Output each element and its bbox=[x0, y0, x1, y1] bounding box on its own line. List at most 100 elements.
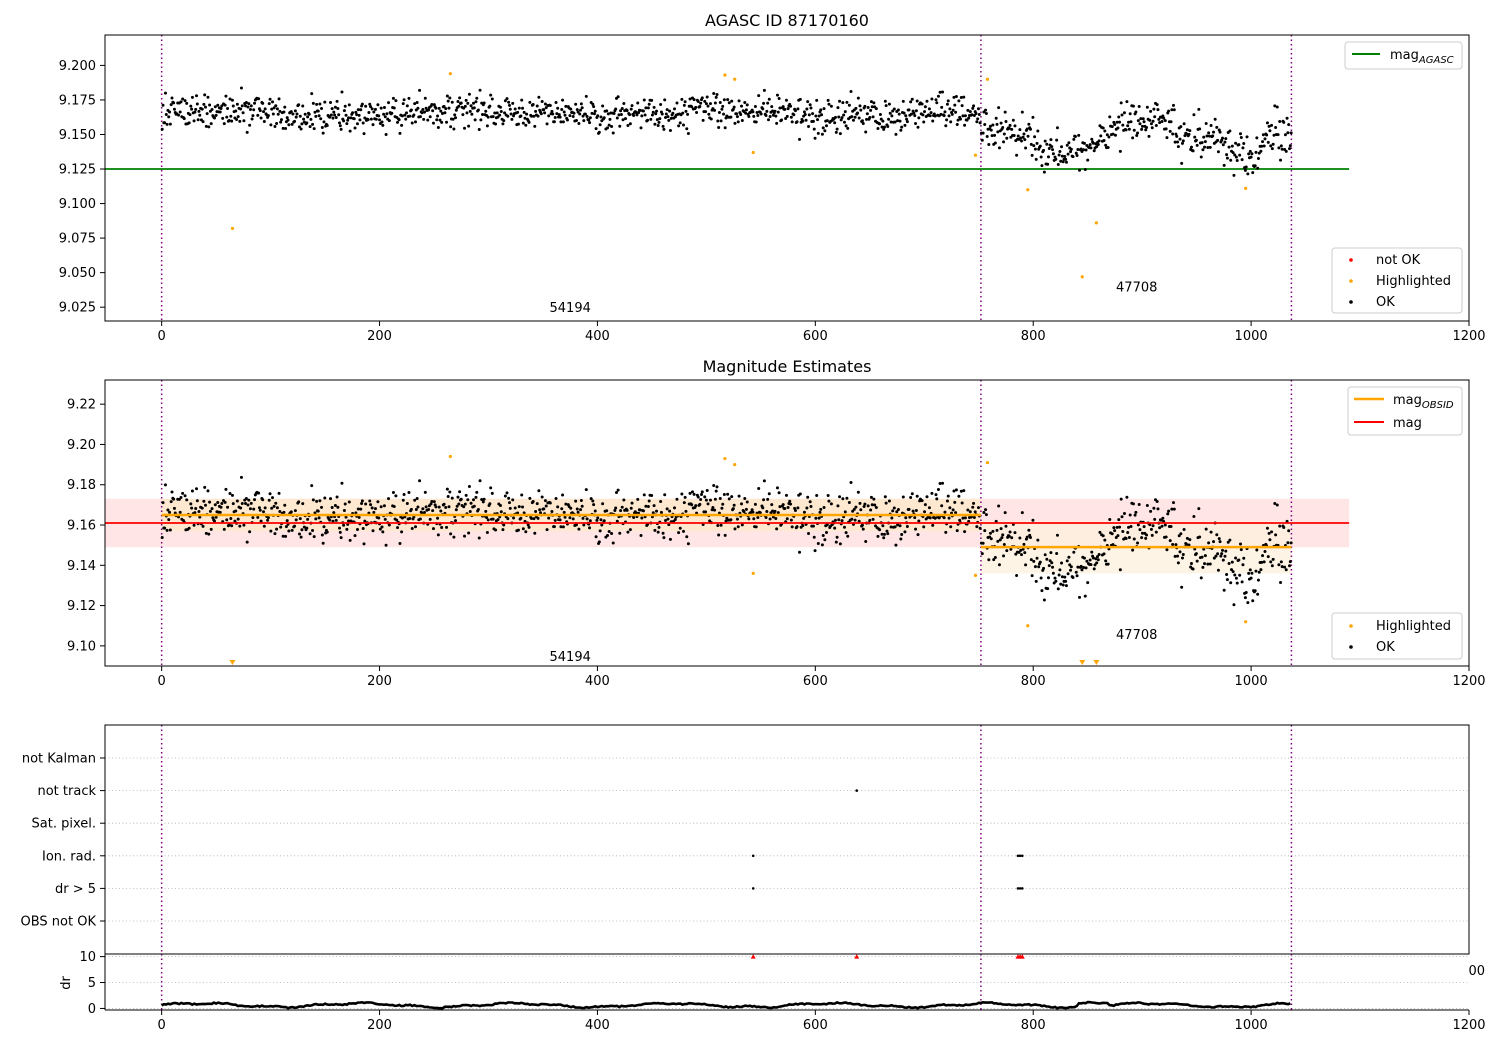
ok-point bbox=[675, 101, 679, 105]
ok-point bbox=[1076, 565, 1080, 569]
ok-point bbox=[284, 534, 288, 538]
ok-point bbox=[900, 532, 904, 536]
ok-point bbox=[930, 97, 934, 101]
ok-point bbox=[298, 114, 302, 118]
ok-point bbox=[860, 119, 864, 123]
ok-point bbox=[729, 115, 733, 119]
ok-point bbox=[1092, 567, 1096, 571]
ok-point bbox=[1140, 124, 1144, 128]
ok-point bbox=[436, 114, 440, 118]
ok-point bbox=[1228, 538, 1232, 542]
ok-point bbox=[355, 113, 359, 117]
ok-point bbox=[1195, 559, 1199, 563]
ok-point bbox=[863, 502, 867, 506]
ok-point bbox=[458, 96, 462, 100]
ok-point bbox=[664, 518, 668, 522]
ok-point bbox=[806, 495, 810, 499]
ok-point bbox=[1267, 124, 1271, 128]
ok-point bbox=[1022, 542, 1026, 546]
ok-point bbox=[1013, 531, 1017, 535]
ok-point bbox=[1026, 134, 1030, 138]
ok-point bbox=[656, 530, 660, 534]
ok-point bbox=[795, 120, 799, 124]
offscale-marker bbox=[229, 660, 236, 665]
ok-point bbox=[879, 117, 883, 121]
ok-point bbox=[409, 108, 413, 112]
ok-point bbox=[290, 528, 294, 532]
ok-point bbox=[1152, 506, 1156, 510]
ok-point bbox=[1191, 149, 1195, 153]
ok-point bbox=[564, 502, 568, 506]
ok-point bbox=[485, 516, 489, 520]
ok-point bbox=[1289, 541, 1293, 545]
ok-point bbox=[1265, 121, 1269, 125]
ok-point bbox=[972, 104, 976, 108]
ok-point bbox=[310, 484, 314, 488]
ok-point bbox=[819, 108, 823, 112]
ok-point bbox=[1209, 124, 1213, 128]
ok-point bbox=[1268, 538, 1272, 542]
ok-point bbox=[755, 111, 759, 115]
ok-point bbox=[491, 115, 495, 119]
ok-point bbox=[905, 120, 909, 124]
ok-point bbox=[1217, 537, 1221, 541]
ok-point bbox=[869, 495, 873, 499]
ok-point bbox=[354, 511, 358, 515]
obsid-label-54194: 54194 bbox=[550, 301, 591, 316]
ok-point bbox=[220, 501, 224, 505]
ok-point bbox=[891, 109, 895, 113]
ok-point bbox=[394, 494, 398, 498]
ok-point bbox=[954, 110, 958, 114]
ok-point bbox=[1064, 584, 1068, 588]
ok-point bbox=[323, 496, 327, 500]
ok-point bbox=[538, 508, 542, 512]
ok-point bbox=[1088, 558, 1092, 562]
ok-point bbox=[501, 122, 505, 126]
ok-point bbox=[840, 116, 844, 120]
ok-point bbox=[655, 118, 659, 122]
ok-point bbox=[978, 526, 982, 530]
ok-point bbox=[361, 527, 365, 531]
ok-point bbox=[1173, 554, 1177, 558]
obsid-label-47708: 47708 bbox=[1116, 280, 1157, 295]
ok-point bbox=[973, 510, 977, 514]
ok-point bbox=[1066, 572, 1070, 576]
ok-point bbox=[189, 104, 193, 108]
ok-point bbox=[1156, 507, 1160, 511]
ok-point bbox=[1136, 541, 1140, 545]
ok-point bbox=[818, 510, 822, 514]
ok-point bbox=[874, 506, 878, 510]
ok-point bbox=[1211, 134, 1215, 138]
ok-point bbox=[322, 120, 326, 124]
ok-point bbox=[404, 117, 408, 121]
ok-point bbox=[408, 114, 412, 118]
ok-point bbox=[972, 113, 976, 117]
ok-point bbox=[1259, 149, 1263, 153]
y-tick-label: 9.050 bbox=[59, 266, 96, 281]
ok-point bbox=[731, 107, 735, 111]
ok-point bbox=[214, 515, 218, 519]
ok-point bbox=[954, 511, 958, 515]
ok-point bbox=[1238, 132, 1242, 136]
ok-point bbox=[418, 115, 422, 119]
ok-point bbox=[842, 113, 846, 117]
ok-point bbox=[1038, 560, 1042, 564]
ok-point bbox=[602, 519, 606, 523]
ok-point bbox=[536, 114, 540, 118]
ok-point bbox=[751, 110, 755, 114]
ok-point bbox=[1019, 548, 1023, 552]
ok-point bbox=[293, 109, 297, 113]
ok-point bbox=[647, 499, 651, 503]
ok-point bbox=[1171, 542, 1175, 546]
ok-point bbox=[984, 112, 988, 116]
ok-point bbox=[811, 112, 815, 116]
ok-point bbox=[847, 103, 851, 107]
ok-point bbox=[626, 530, 630, 534]
ok-point bbox=[904, 516, 908, 520]
ok-point bbox=[690, 105, 694, 109]
ok-point bbox=[498, 105, 502, 109]
ok-point bbox=[535, 502, 539, 506]
ok-point bbox=[258, 508, 262, 512]
ok-point bbox=[579, 498, 583, 502]
ok-point bbox=[192, 523, 196, 527]
